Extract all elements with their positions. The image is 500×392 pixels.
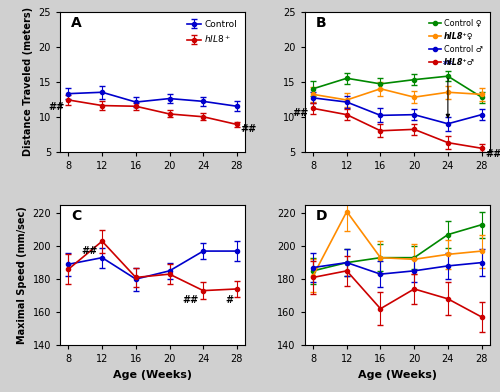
Y-axis label: Maximal Speed (mm/sec): Maximal Speed (mm/sec) bbox=[17, 206, 27, 344]
Legend: Control, $\it{hIL8}$$^+$: Control, $\it{hIL8}$$^+$ bbox=[184, 16, 241, 49]
Legend: Control ♀, hIL8⁺♀, Control ♂, hIL8⁺♂: Control ♀, hIL8⁺♀, Control ♂, hIL8⁺♂ bbox=[426, 16, 486, 70]
Text: B: B bbox=[316, 16, 326, 30]
X-axis label: Age (Weeks): Age (Weeks) bbox=[113, 370, 192, 379]
Text: D: D bbox=[316, 209, 328, 223]
Text: ##: ## bbox=[485, 149, 500, 159]
Text: **: ** bbox=[443, 60, 453, 71]
Text: ##: ## bbox=[183, 296, 199, 305]
Text: ##: ## bbox=[240, 123, 256, 134]
Y-axis label: Distance Traveled (meters): Distance Traveled (meters) bbox=[23, 7, 33, 156]
Text: #: # bbox=[226, 296, 234, 305]
Text: ##: ## bbox=[82, 246, 98, 256]
X-axis label: Age (Weeks): Age (Weeks) bbox=[358, 370, 437, 379]
Text: ##: ## bbox=[292, 108, 309, 118]
Text: C: C bbox=[71, 209, 82, 223]
Text: ##: ## bbox=[48, 102, 64, 112]
Text: A: A bbox=[71, 16, 82, 30]
